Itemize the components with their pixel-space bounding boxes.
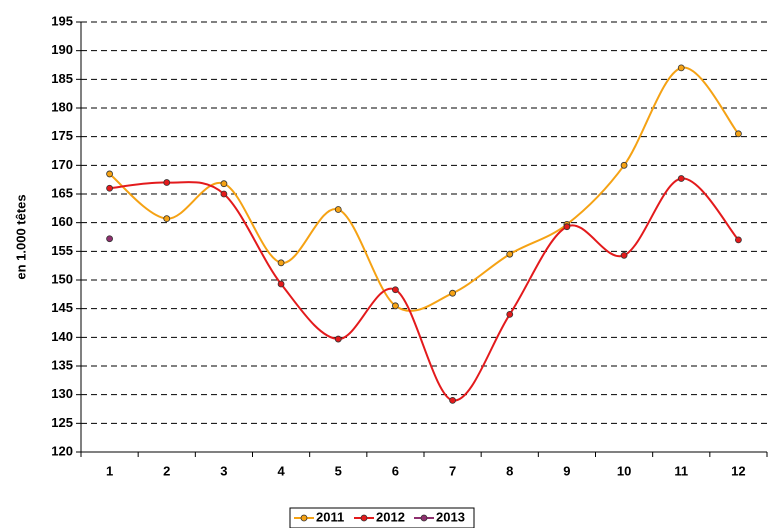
x-tick-label: 5 [335, 463, 342, 478]
data-point [506, 310, 514, 318]
data-point [277, 259, 285, 267]
x-tick-label: 3 [220, 463, 227, 478]
y-tick-label: 175 [51, 128, 73, 143]
x-tick-label: 11 [674, 463, 688, 478]
data-point [163, 215, 171, 223]
data-point [334, 335, 342, 343]
data-point [620, 161, 628, 169]
x-tick-label: 8 [506, 463, 513, 478]
y-tick-label: 145 [51, 300, 73, 315]
data-point [506, 250, 514, 258]
data-point [277, 280, 285, 288]
series-line [108, 66, 740, 312]
y-tick-label: 170 [51, 157, 73, 172]
data-point [392, 286, 399, 294]
y-tick-label: 185 [51, 71, 73, 86]
x-tick-label: 9 [563, 463, 570, 478]
x-tick-label: 1 [106, 463, 113, 478]
data-point [106, 184, 113, 192]
data-point [163, 179, 171, 186]
legend-label: 2012 [376, 509, 405, 524]
x-tick-label: 7 [449, 463, 456, 478]
data-point [449, 289, 456, 297]
legend: 2011 2012 2013 [289, 507, 475, 528]
y-tick-label: 120 [51, 443, 73, 458]
legend-label: 2013 [436, 509, 465, 524]
y-tick-label: 140 [51, 329, 73, 344]
data-point [677, 64, 685, 72]
legend-box [289, 507, 475, 528]
data-point [392, 302, 399, 310]
y-tick-label: 165 [51, 185, 73, 200]
data-point [106, 170, 113, 178]
y-tick-label: 180 [51, 99, 73, 114]
y-tick-label: 190 [51, 42, 73, 57]
x-tick-label: 6 [392, 463, 399, 478]
legend-marker [300, 514, 308, 522]
y-axis-label: en 1.000 têtes [13, 194, 28, 279]
y-tick-label: 160 [51, 214, 73, 229]
y-tick-label: 150 [51, 271, 73, 286]
x-tick-label: 12 [731, 463, 745, 478]
data-point [220, 190, 228, 198]
data-point [449, 396, 456, 404]
legend-label: 2011 [316, 509, 344, 524]
y-tick-label: 125 [51, 415, 73, 430]
y-tick-label: 135 [51, 357, 73, 372]
legend-marker [420, 514, 428, 522]
data-point [106, 235, 113, 243]
data-point [334, 206, 342, 213]
data-point [620, 251, 628, 259]
data-point [220, 180, 228, 188]
series-line [109, 177, 740, 402]
x-tick-label: 10 [617, 463, 631, 478]
y-tick-label: 130 [51, 386, 73, 401]
legend-marker [360, 514, 368, 522]
x-tick-label: 2 [163, 463, 170, 478]
data-point [677, 175, 685, 182]
data-point [735, 236, 742, 244]
data-point [563, 223, 571, 231]
data-point [735, 130, 742, 138]
y-tick-label: 155 [51, 243, 73, 258]
y-tick-label: 195 [51, 13, 73, 28]
x-tick-label: 4 [277, 463, 285, 478]
